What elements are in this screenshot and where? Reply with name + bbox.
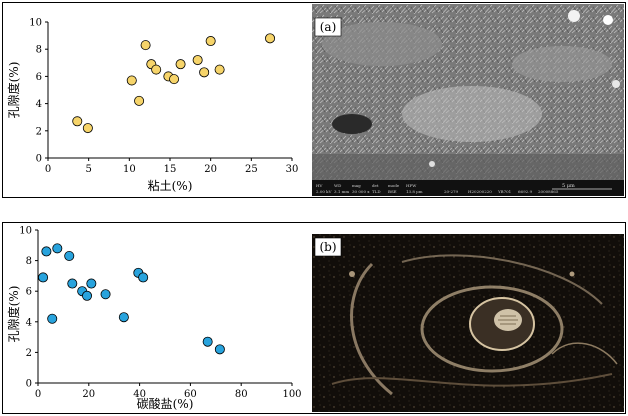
data-point [64,251,75,262]
data-point [151,64,162,75]
x-tick-label: 60 [184,389,197,400]
thin-section-micrograph: (b) [312,234,624,412]
sem-info-id-4: 6692.9 [518,189,532,194]
photo-label-a: (a) [320,20,337,34]
data-point [41,246,52,257]
x-tick-label: 5 [85,164,91,175]
y-axis-label: 孔隙度(%) [6,62,21,119]
sem-micrograph: 5 μm HV WD mag det mode HFW 2.00 kV 3.1 … [312,4,624,196]
data-point [199,67,210,78]
data-point [214,344,225,355]
x-tick-label: 30 [286,164,299,175]
data-point [72,116,83,127]
sem-info-det-value: TLD [372,189,381,194]
y-tick-label: 0 [26,379,32,390]
sem-info-wd: WD [334,183,341,188]
x-tick-label: 20 [204,164,217,175]
data-point [100,289,111,300]
y-tick-label: 10 [29,18,42,29]
data-point [82,290,93,301]
x-tick-label: 10 [123,164,136,175]
data-point [134,95,145,106]
y-tick-label: 2 [36,126,42,137]
data-point [118,312,129,323]
sem-info-mode-value: BSE [388,189,397,194]
sem-info-wd-value: 3.1 mm [334,189,349,194]
data-point [169,74,180,85]
sem-info-det: det [372,183,379,188]
x-tick-label: 100 [282,389,301,400]
photo-label-b: (b) [319,240,336,254]
data-point [126,75,137,86]
data-point [82,123,93,134]
x-axis-label: 碳酸盐(%) [137,396,194,411]
sem-info-id-2: H20200220 [468,189,492,194]
data-point [52,243,63,254]
y-tick-label: 6 [36,72,42,83]
x-tick-label: 0 [35,389,41,400]
scale-bar-label: 5 μm [562,183,575,189]
x-tick-label: 25 [245,164,258,175]
data-point [38,272,49,283]
sem-info-mode: mode [388,183,400,188]
y-tick-label: 8 [26,256,32,267]
data-point [138,272,149,283]
x-tick-label: 40 [133,389,146,400]
data-point [175,59,186,70]
sem-info-hfw-value: 13.8 μm [406,189,423,194]
y-tick-label: 0 [36,154,42,165]
y-tick-label: 10 [19,226,32,237]
sem-info-hv: HV [316,183,322,188]
sem-info-id-5: 20008865 [538,189,559,194]
sem-info-id-1: 20-279 [444,189,459,194]
sem-info-hv-value: 2.00 kV [316,189,332,194]
x-tick-label: 20 [82,389,95,400]
x-tick-label: 80 [235,389,248,400]
y-axis-label: 孔隙度(%) [6,286,21,343]
y-tick-label: 2 [26,348,32,359]
data-point [47,313,58,324]
data-point [202,336,213,347]
x-tick-label: 0 [45,164,51,175]
sem-info-hfw: HFW [406,183,417,188]
y-tick-label: 8 [36,45,42,56]
data-point [192,55,203,66]
data-point [205,36,216,47]
data-point [140,40,151,51]
x-tick-label: 15 [164,164,177,175]
y-tick-label: 4 [36,99,42,110]
data-point [214,64,225,75]
data-point [67,278,78,289]
data-point [265,33,276,44]
x-axis-label: 粘土(%) [148,178,193,193]
sem-info-mag-value: 30 000 x [352,189,370,194]
y-tick-label: 6 [26,287,32,298]
sem-info-mag: mag [352,183,361,188]
sem-info-id-3: YB701 [497,189,511,194]
y-tick-label: 4 [26,317,32,328]
data-point [86,278,97,289]
